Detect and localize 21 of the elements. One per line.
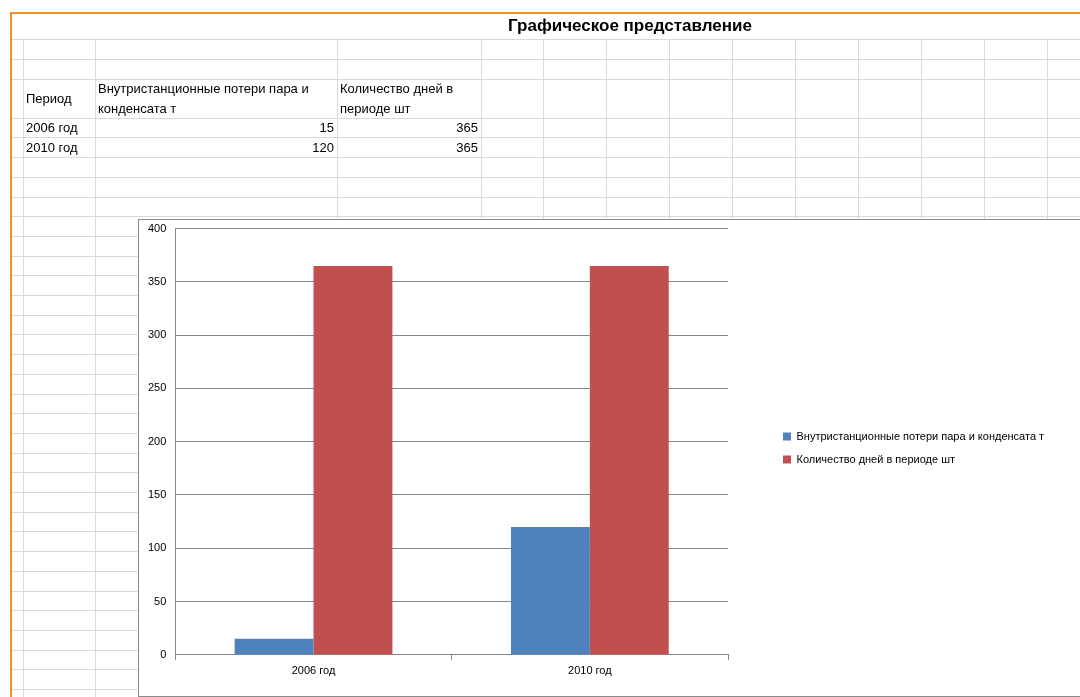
legend-label: Внутристанционные потери пара и конденсата т xyxy=(796,429,1045,442)
y-tick-label: 150 xyxy=(147,488,167,501)
y-tick-label: 0 xyxy=(160,647,167,660)
text: 15 xyxy=(318,119,334,137)
legend-label: Количество дней в периоде шт xyxy=(796,452,956,465)
y-tick-label: 50 xyxy=(154,594,167,607)
y-tick-label: 400 xyxy=(147,221,167,234)
text: Количество дней в периоде шт xyxy=(340,81,454,116)
category-label: 2010 год xyxy=(26,139,78,155)
text: 365 xyxy=(455,119,478,137)
y-tick-label: 250 xyxy=(147,381,167,394)
category-label: 2006 год xyxy=(26,120,78,135)
y-tick-label: 350 xyxy=(147,274,167,287)
text: Внутристанционные потери пара и конденсата т xyxy=(98,81,309,116)
text: 365 xyxy=(455,138,478,157)
text: Период xyxy=(26,90,73,108)
y-tick-label: 100 xyxy=(147,541,167,554)
chart-title: Графическое представление xyxy=(507,15,753,37)
y-tick-label: 200 xyxy=(147,434,167,447)
y-tick-label: 300 xyxy=(147,328,167,341)
text: 120 xyxy=(311,138,334,157)
